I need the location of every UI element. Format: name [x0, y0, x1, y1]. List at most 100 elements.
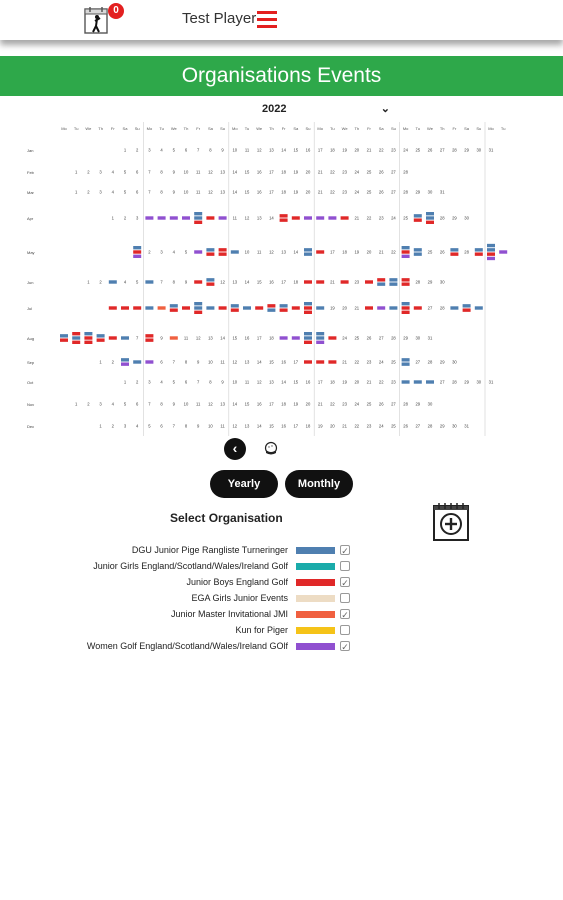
organisation-row[interactable]: Women Golf England/Scotland/Wales/Irelan… [0, 640, 563, 654]
calendar-day[interactable]: 9 [221, 148, 224, 153]
calendar-day[interactable]: 14 [220, 336, 225, 341]
calendar-event-marker[interactable] [279, 214, 288, 218]
calendar-day[interactable]: 6 [136, 190, 139, 195]
calendar-event-marker[interactable] [487, 256, 495, 261]
organisation-row[interactable]: DGU Junior Pige Rangliste Turneringer ✓ [0, 544, 563, 558]
calendar-day[interactable]: 22 [367, 216, 372, 221]
organisation-row[interactable]: Junior Girls England/Scotland/Wales/Irel… [0, 560, 563, 574]
calendar-day[interactable]: 26 [379, 170, 384, 175]
calendar-day[interactable]: 9 [185, 280, 188, 285]
calendar-day[interactable]: 1 [75, 170, 78, 175]
calendar-day[interactable]: 12 [208, 402, 213, 407]
calendar-event-marker[interactable] [169, 308, 178, 312]
calendar-day[interactable]: 5 [148, 424, 151, 429]
calendar-event-marker[interactable] [230, 304, 239, 308]
calendar-day[interactable]: 24 [391, 216, 396, 221]
calendar-day[interactable]: 10 [245, 250, 250, 255]
calendar-event-marker[interactable] [157, 216, 166, 220]
calendar-day[interactable]: 22 [330, 402, 335, 407]
calendar-day[interactable]: 15 [232, 336, 237, 341]
calendar-day[interactable]: 23 [367, 360, 372, 365]
calendar-day[interactable]: 27 [391, 190, 396, 195]
calendar-day[interactable]: 24 [354, 190, 359, 195]
calendar-day[interactable]: 17 [269, 170, 274, 175]
calendar-day[interactable]: 28 [428, 360, 433, 365]
calendar-day[interactable]: 18 [281, 170, 286, 175]
calendar-day[interactable]: 7 [197, 380, 200, 385]
calendar-event-marker[interactable] [182, 306, 190, 310]
calendar-day[interactable]: 5 [124, 190, 127, 195]
calendar-event-marker[interactable] [194, 220, 203, 224]
calendar-day[interactable]: 2 [136, 148, 139, 153]
year-select[interactable]: 2022 ⌄ [262, 103, 394, 119]
calendar-event-marker[interactable] [279, 308, 288, 312]
calendar-day[interactable]: 26 [403, 424, 408, 429]
calendar-day[interactable]: 14 [232, 190, 237, 195]
calendar-event-marker[interactable] [316, 280, 325, 284]
calendar-day[interactable]: 30 [440, 280, 445, 285]
calendar-event-marker[interactable] [206, 216, 215, 220]
calendar-day[interactable]: 21 [342, 360, 347, 365]
calendar-day[interactable]: 11 [196, 190, 201, 195]
calendar-day[interactable]: 21 [318, 190, 323, 195]
calendar-day[interactable]: 4 [112, 190, 115, 195]
calendar-day[interactable]: 10 [208, 360, 213, 365]
calendar-day[interactable]: 14 [232, 170, 237, 175]
calendar-day[interactable]: 15 [257, 280, 262, 285]
calendar-day[interactable]: 3 [99, 170, 102, 175]
calendar-event-marker[interactable] [121, 306, 129, 310]
calendar-day[interactable]: 2 [87, 170, 90, 175]
calendar-day[interactable]: 31 [464, 424, 469, 429]
calendar-event-marker[interactable] [487, 252, 495, 256]
calendar-event-marker[interactable] [133, 360, 142, 364]
calendar-day[interactable]: 5 [124, 170, 127, 175]
calendar-event-marker[interactable] [413, 218, 422, 222]
calendar-day[interactable]: 17 [269, 190, 274, 195]
calendar-day[interactable]: 27 [391, 402, 396, 407]
calendar-day[interactable]: 3 [99, 402, 102, 407]
calendar-event-marker[interactable] [206, 248, 215, 252]
calendar-day[interactable]: 9 [197, 360, 200, 365]
calendar-event-marker[interactable] [450, 248, 459, 252]
calendar-event-marker[interactable] [304, 336, 312, 340]
calendar-day[interactable]: 28 [403, 190, 408, 195]
calendar-event-marker[interactable] [206, 306, 215, 310]
calendar-event-marker[interactable] [194, 302, 203, 306]
organisation-row[interactable]: Junior Master Invitational JMI ✓ [0, 608, 563, 622]
calendar-day[interactable]: 28 [415, 280, 420, 285]
calendar-event-marker[interactable] [194, 310, 203, 314]
calendar-event-marker[interactable] [194, 306, 203, 310]
calendar-day[interactable]: 12 [257, 148, 262, 153]
calendar-day[interactable]: 21 [354, 216, 359, 221]
organisation-checkbox[interactable]: ✓ [340, 545, 350, 556]
calendar-day[interactable]: 31 [489, 148, 494, 153]
calendar-event-marker[interactable] [316, 306, 325, 310]
calendar-day[interactable]: 4 [112, 170, 115, 175]
calendar-day[interactable]: 11 [220, 424, 225, 429]
calendar-event-marker[interactable] [377, 282, 386, 286]
calendar-day[interactable]: 29 [452, 216, 457, 221]
hamburger-menu-icon[interactable] [257, 11, 277, 28]
calendar-event-marker[interactable] [401, 246, 410, 250]
calendar-day[interactable]: 29 [428, 280, 433, 285]
calendar-day[interactable]: 30 [476, 148, 481, 153]
calendar-day[interactable]: 28 [464, 250, 469, 255]
calendar-day[interactable]: 23 [367, 424, 372, 429]
calendar-day[interactable]: 13 [232, 280, 237, 285]
calendar-day[interactable]: 25 [391, 424, 396, 429]
calendar-day[interactable]: 9 [173, 402, 176, 407]
calendar-day[interactable]: 1 [99, 424, 102, 429]
calendar-day[interactable]: 19 [342, 380, 347, 385]
golf-calendar-logo-icon[interactable] [84, 5, 112, 37]
calendar-event-marker[interactable] [267, 304, 276, 308]
calendar-day[interactable]: 25 [367, 402, 372, 407]
calendar-event-marker[interactable] [340, 216, 349, 220]
calendar-event-marker[interactable] [169, 304, 178, 308]
calendar-event-marker[interactable] [169, 216, 178, 220]
calendar-day[interactable]: 27 [391, 170, 396, 175]
calendar-day[interactable]: 22 [330, 170, 335, 175]
calendar-day[interactable]: 28 [403, 170, 408, 175]
calendar-day[interactable]: 21 [330, 280, 335, 285]
calendar-day[interactable]: 23 [391, 148, 396, 153]
calendar-day[interactable]: 26 [428, 148, 433, 153]
